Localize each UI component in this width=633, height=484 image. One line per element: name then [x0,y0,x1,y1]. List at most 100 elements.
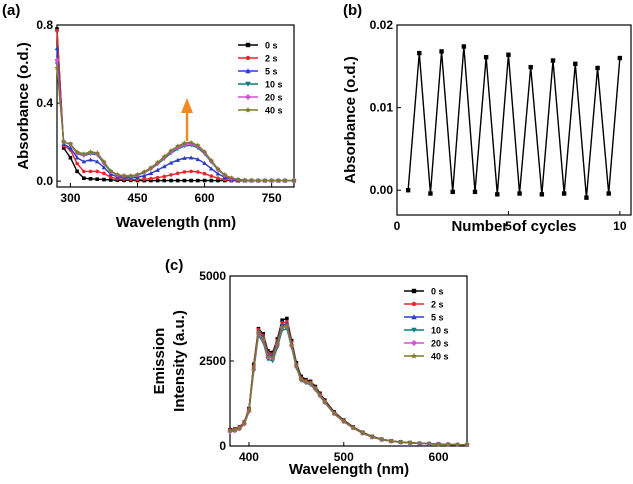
series-0s-point [88,177,93,181]
series-2s-point [55,29,59,33]
series-40s-point [291,177,297,183]
series-0s-point [68,155,73,160]
series-40s-point [227,428,233,434]
series-40s-point [161,153,167,159]
series-5s-point [88,157,93,162]
series-5s-point [202,160,207,165]
series-0-point [561,191,567,196]
series-2s-point [75,161,79,166]
series-40s-point [168,147,174,153]
series-10s-point [270,359,275,364]
series-40s-point [275,177,282,183]
series-0s-point [108,178,113,182]
y-tick-label: 2500 [199,354,226,368]
series-40s-point [331,410,337,416]
series-5s-point [68,145,73,150]
series-40s-point [445,441,451,447]
x-tick-label: 5 [505,219,512,233]
legend-swatch-marker [411,327,417,333]
series-40s-point [134,171,141,177]
series-2s-point [95,169,100,174]
panel-a-xlabel: Wavelength (nm) [116,214,236,231]
series-10s-point [265,357,271,362]
legend-entry-label: 10 s [265,80,283,90]
series-40s-point [201,148,208,154]
series-40s-point [284,322,290,328]
series-40s-point [322,399,328,405]
series-40s-point [228,175,235,181]
legend-entry-label: 0 s [431,287,444,297]
series-40s-point [175,143,181,149]
series-20s-line [56,60,294,182]
series-40s-point [154,159,161,165]
series-40s-point [312,385,318,391]
series-0-point [584,195,589,200]
series-0s-point [285,316,289,321]
series-0s-point [189,178,193,183]
series-0s-point [196,178,200,183]
series-40s-point [388,438,394,444]
series-5s-point [155,167,160,172]
series-0-point [617,55,623,61]
series-40s-point [215,166,221,172]
legend-entry-label: 2 s [265,54,278,64]
series-0-point [483,55,489,60]
series-40s-point [94,150,100,156]
series-5s-point [54,46,60,51]
series-40s-point [288,342,295,348]
series-0-point [405,188,411,193]
series-40s-point [426,440,432,447]
legend-entry-label: 20 s [265,93,283,103]
legend-entry-label: 5 s [431,313,444,323]
panel-c-xlabel: Wavelength (nm) [289,461,409,478]
series-2s-point [182,170,187,174]
series-40s-point [208,157,214,163]
legend-swatch-marker [245,68,251,74]
series-5s-point [162,164,167,169]
y-tick-label: 0.4 [36,96,53,110]
x-tick-label: 500 [334,450,354,464]
panel-b: (b) Number of cycles Absorbance (o.d.) 0… [342,2,632,235]
series-40s-point [293,362,300,369]
series-40s-point [279,324,285,330]
series-5s-point [168,160,174,165]
series-0-point [439,49,444,54]
series-0s-point [55,27,59,31]
series-40s-point [303,378,309,385]
series-5s-point [141,173,147,178]
series-0s-point [61,146,66,150]
series-2s-point [175,171,180,176]
series-0-point [450,189,455,195]
series-0-point [428,191,433,196]
series-40s-point [251,365,257,371]
legend-entry-label: 0 s [265,41,278,51]
panel-c-ylabel-line1: Emission [151,328,168,395]
legend-entry-label: 2 s [431,300,444,310]
series-2s-point [88,169,93,174]
series-40s-point [235,176,241,182]
series-40s-point [454,441,461,448]
series-40s-point [379,436,385,442]
series-40s-point [195,142,201,148]
series-2s-point [162,174,167,179]
series-40s-point [141,168,147,175]
series-40s-point [87,149,94,155]
y-tick-label: 0.01 [370,101,394,115]
series-40s-point [81,151,87,157]
series-40s-point [341,418,347,424]
series-2s-point [280,321,284,325]
series-40s-point [350,425,356,431]
series-40s-point [464,441,470,448]
series-40s-point [236,425,243,431]
series-0s-point [162,178,167,183]
series-5s-point [81,159,87,164]
panel-b-ylabel: Absorbance (o.d.) [342,56,359,184]
legend-swatch-marker [411,288,417,294]
legend-entry-label: 5 s [265,67,278,77]
series-40s-point [282,177,288,183]
series-0s-point [202,178,207,183]
panel-c-label: (c) [165,257,183,274]
increase-arrow-icon [181,98,193,141]
series-0-point [472,189,478,195]
legend-swatch-marker [245,42,251,48]
